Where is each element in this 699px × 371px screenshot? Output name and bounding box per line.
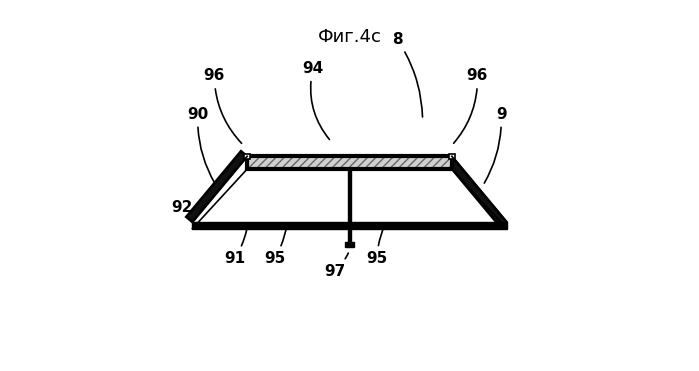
Text: 92: 92: [171, 200, 193, 221]
Bar: [247, 156, 452, 169]
Bar: [345, 242, 354, 247]
Text: 97: 97: [324, 253, 348, 279]
Bar: [347, 169, 352, 242]
Polygon shape: [186, 151, 247, 222]
Bar: [247, 156, 452, 169]
Bar: [245, 154, 250, 159]
Text: 8: 8: [391, 32, 422, 117]
Bar: [247, 156, 452, 169]
Text: 96: 96: [203, 68, 242, 143]
Text: 91: 91: [224, 230, 247, 266]
Bar: [192, 222, 507, 229]
Text: 94: 94: [303, 61, 329, 139]
Text: 90: 90: [187, 107, 215, 183]
Text: 96: 96: [454, 68, 488, 143]
Bar: [449, 154, 454, 159]
Polygon shape: [446, 156, 507, 227]
Text: 9: 9: [484, 107, 507, 183]
Text: Фиг.4c: Фиг.4c: [317, 28, 382, 46]
Text: 95: 95: [264, 225, 287, 266]
Text: 95: 95: [366, 224, 387, 266]
